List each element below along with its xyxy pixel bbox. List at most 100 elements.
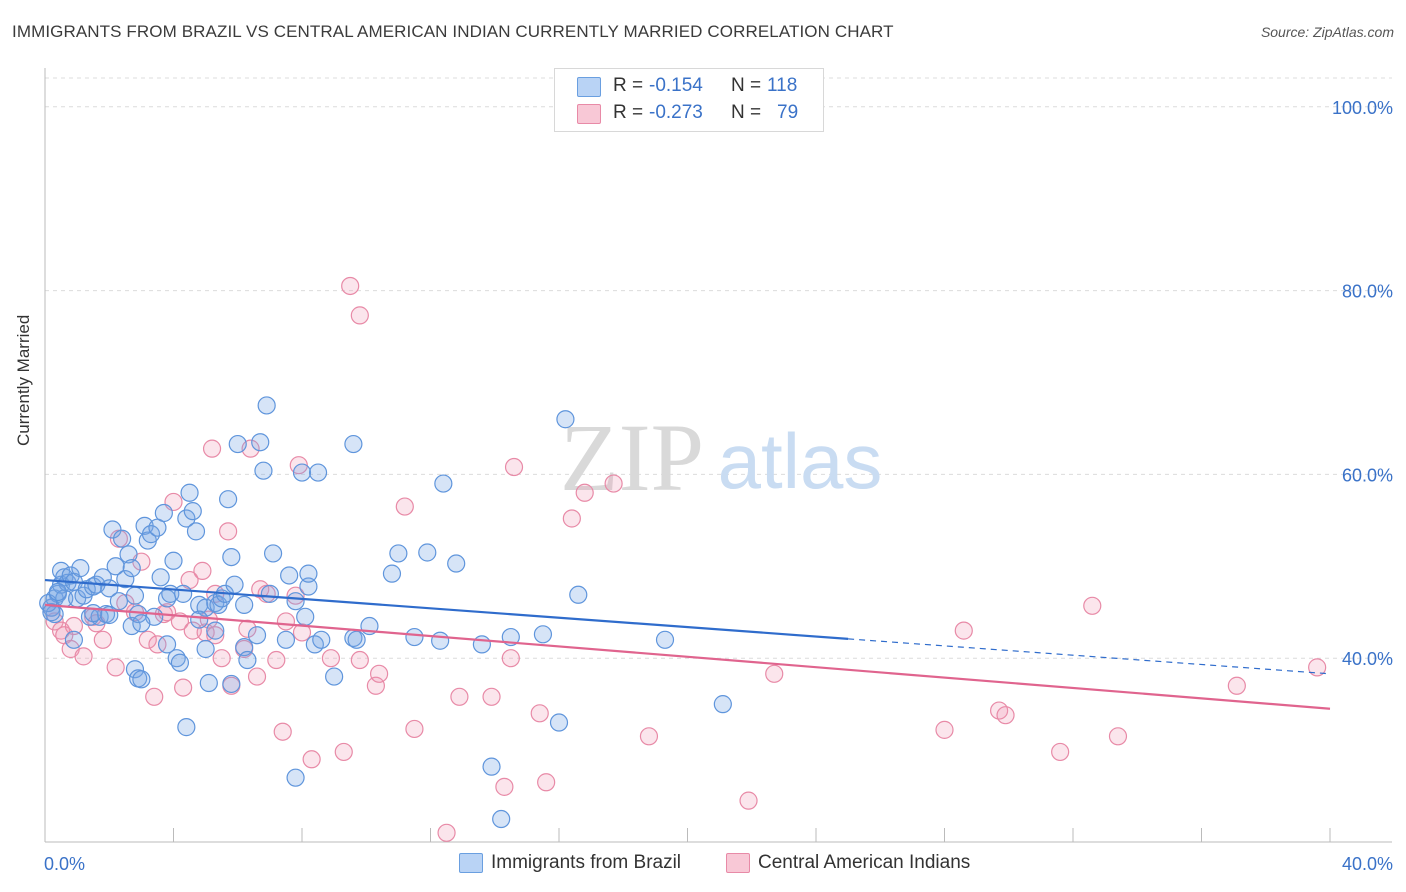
- point-immigrants-from-brazil: [556, 410, 575, 429]
- point-central-american-indians: [206, 626, 225, 645]
- point-immigrants-from-brazil: [222, 674, 241, 694]
- point-central-american-indians: [74, 647, 93, 666]
- legend-label: Immigrants from Brazil: [491, 852, 682, 873]
- stats-r-label: R =: [613, 75, 644, 96]
- point-immigrants-from-brazil: [122, 559, 141, 578]
- x-tick-label: 0.0%: [44, 854, 85, 874]
- stats-row-central-american: R = -0.273 N = 79: [555, 102, 823, 128]
- point-immigrants-from-brazil: [225, 575, 244, 594]
- trend-line-brazil-extrapolated: [848, 638, 1331, 675]
- point-central-american-indians: [341, 276, 360, 296]
- point-immigrants-from-brazil: [206, 621, 225, 640]
- point-immigrants-from-brazil: [251, 433, 270, 452]
- point-central-american-indians: [273, 722, 292, 741]
- y-tick-label: 60.0%: [1342, 465, 1393, 485]
- stats-n-label: N =: [731, 75, 762, 96]
- point-immigrants-from-brazil: [196, 639, 215, 659]
- point-central-american-indians: [193, 561, 212, 580]
- point-immigrants-from-brazil: [199, 673, 218, 693]
- point-immigrants-from-brazil: [533, 625, 553, 644]
- point-central-american-indians: [405, 719, 424, 739]
- point-immigrants-from-brazil: [154, 503, 173, 523]
- point-central-american-indians: [93, 630, 112, 649]
- stats-swatch-pink: [577, 104, 601, 124]
- point-immigrants-from-brazil: [308, 463, 328, 482]
- point-central-american-indians: [276, 612, 296, 631]
- point-immigrants-from-brazil: [263, 544, 283, 563]
- stats-r-value: -0.273: [649, 102, 703, 123]
- point-central-american-indians: [350, 306, 369, 325]
- stats-r-label: R =: [613, 102, 644, 123]
- point-central-american-indians: [482, 687, 501, 706]
- y-tick-label: 40.0%: [1342, 649, 1393, 669]
- point-immigrants-from-brazil: [71, 559, 90, 578]
- y-axis-label: Currently Married: [14, 314, 33, 446]
- y-tick-label: 80.0%: [1342, 282, 1393, 302]
- point-central-american-indians: [350, 650, 369, 670]
- point-central-american-indians: [219, 522, 238, 541]
- point-central-american-indians: [604, 474, 623, 493]
- y-tick-label: 100.0%: [1332, 98, 1393, 118]
- point-central-american-indians: [765, 664, 784, 683]
- point-central-american-indians: [174, 678, 193, 697]
- point-central-american-indians: [495, 777, 514, 796]
- watermark-zip: ZIP: [560, 404, 704, 511]
- point-immigrants-from-brazil: [228, 434, 247, 454]
- point-immigrants-from-brazil: [219, 490, 238, 509]
- point-central-american-indians: [954, 621, 973, 640]
- point-central-american-indians: [530, 704, 549, 723]
- trend-line-central-american-indians: [44, 603, 1331, 710]
- point-central-american-indians: [138, 630, 157, 649]
- point-immigrants-from-brazil: [418, 543, 437, 562]
- point-central-american-indians: [1308, 658, 1327, 677]
- stats-n-label: N =: [731, 102, 762, 123]
- point-central-american-indians: [202, 439, 222, 458]
- trend-lines: [44, 578, 1331, 710]
- tick-labels: 40.0% 60.0% 80.0% 100.0% 0.0% 40.0%: [44, 98, 1393, 874]
- point-immigrants-from-brazil: [125, 586, 145, 605]
- point-immigrants-from-brazil: [299, 564, 318, 583]
- point-immigrants-from-brazil: [569, 585, 588, 604]
- point-central-american-indians: [504, 457, 524, 477]
- point-central-american-indians: [395, 497, 414, 516]
- point-immigrants-from-brazil: [151, 568, 170, 587]
- point-immigrants-from-brazil: [344, 434, 363, 454]
- grid-lines: [45, 77, 1392, 659]
- point-immigrants-from-brazil: [103, 520, 122, 539]
- point-central-american-indians: [639, 727, 659, 746]
- stats-n-value: 79: [777, 102, 799, 123]
- point-central-american-indians: [501, 649, 520, 668]
- point-central-american-indians: [247, 667, 267, 686]
- point-immigrants-from-brazil: [305, 635, 324, 654]
- point-central-american-indians: [321, 649, 341, 668]
- point-central-american-indians: [286, 586, 305, 605]
- point-central-american-indians: [267, 650, 286, 670]
- point-central-american-indians: [1108, 727, 1128, 746]
- point-immigrants-from-brazil: [132, 670, 151, 689]
- stats-n-value: 118: [767, 75, 798, 96]
- point-central-american-indians: [370, 664, 389, 683]
- point-immigrants-from-brazil: [116, 570, 135, 589]
- point-central-american-indians: [935, 720, 954, 739]
- point-immigrants-from-brazil: [482, 757, 501, 776]
- point-immigrants-from-brazil: [48, 582, 67, 602]
- point-central-american-indians: [64, 616, 84, 636]
- trend-line-brazil: [44, 578, 849, 640]
- point-immigrants-from-brazil: [472, 635, 491, 654]
- point-immigrants-from-brazil: [292, 463, 312, 482]
- point-immigrants-from-brazil: [254, 461, 273, 480]
- point-immigrants-from-brazil: [206, 593, 225, 613]
- point-immigrants-from-brazil: [492, 809, 511, 829]
- point-immigrants-from-brazil: [222, 547, 241, 567]
- correlation-stats-box: R = -0.154 N = 118 R = -0.273 N = 79: [554, 68, 824, 132]
- point-immigrants-from-brazil: [405, 627, 424, 647]
- point-immigrants-from-brazil: [299, 577, 318, 596]
- point-immigrants-from-brazil: [109, 592, 128, 611]
- point-immigrants-from-brazil: [434, 474, 453, 493]
- point-immigrants-from-brazil: [247, 626, 267, 645]
- point-immigrants-from-brazil: [177, 718, 196, 737]
- point-immigrants-from-brazil: [389, 544, 408, 563]
- point-immigrants-from-brazil: [64, 630, 84, 649]
- point-immigrants-from-brazil: [119, 545, 138, 564]
- point-immigrants-from-brazil: [280, 566, 299, 585]
